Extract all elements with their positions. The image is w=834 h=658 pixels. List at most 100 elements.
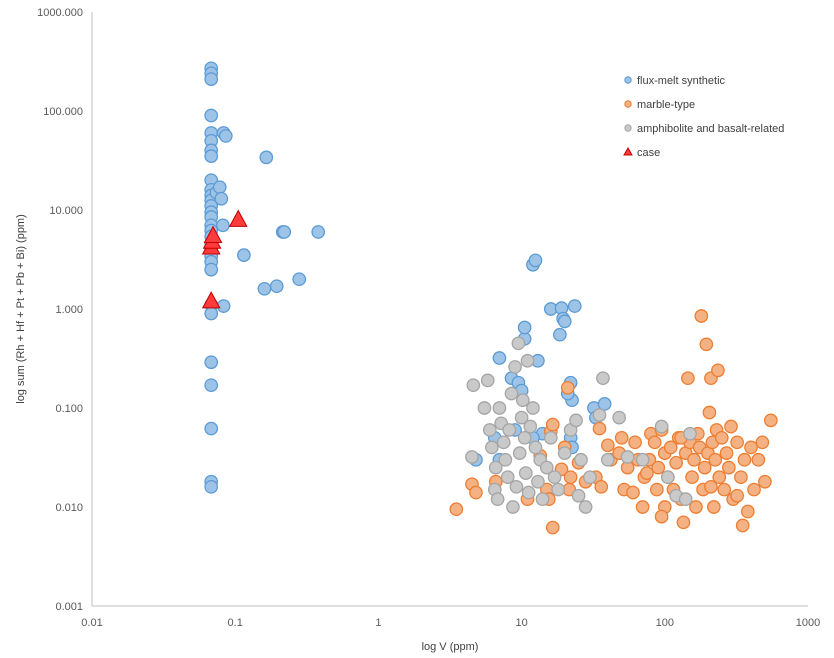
data-point-amphibolite-and-basalt-related	[660, 470, 675, 485]
data-point-amphibolite-and-basalt-related	[620, 450, 635, 464]
data-point-flux-melt-synthetic	[204, 378, 219, 393]
data-point-marble-type	[640, 466, 654, 480]
data-point-amphibolite-and-basalt-related	[543, 430, 558, 445]
data-point-amphibolite-and-basalt-related	[557, 446, 572, 460]
data-point-marble-type	[763, 413, 778, 428]
data-point-amphibolite-and-basalt-related	[517, 430, 532, 445]
data-point-amphibolite-and-basalt-related	[515, 393, 530, 408]
data-point-amphibolite-and-basalt-related	[485, 440, 499, 455]
data-point-marble-type	[449, 502, 464, 517]
x-tick-label: 1000	[796, 617, 820, 629]
legend-label-marble-type: marble-type	[637, 99, 695, 111]
data-point-amphibolite-and-basalt-related	[551, 482, 566, 497]
data-point-amphibolite-and-basalt-related	[547, 470, 562, 485]
series-amphibolite-and-basalt-related	[465, 336, 697, 514]
data-point-flux-melt-synthetic	[204, 72, 219, 86]
data-point-marble-type	[560, 380, 575, 395]
data-series	[201, 61, 778, 535]
data-point-amphibolite-and-basalt-related	[465, 450, 479, 464]
data-point-amphibolite-and-basalt-related	[600, 452, 615, 467]
data-point-flux-melt-synthetic	[257, 281, 272, 296]
data-point-flux-melt-synthetic	[214, 191, 229, 206]
data-point-amphibolite-and-basalt-related	[531, 474, 545, 489]
data-point-marble-type	[545, 417, 560, 432]
data-point-marble-type	[758, 474, 772, 489]
data-point-marble-type	[649, 482, 664, 497]
data-point-marble-type	[730, 435, 744, 450]
data-point-flux-melt-synthetic	[292, 272, 307, 287]
data-point-amphibolite-and-basalt-related	[490, 492, 505, 507]
data-point-amphibolite-and-basalt-related	[488, 460, 503, 475]
data-point-amphibolite-and-basalt-related	[496, 435, 511, 450]
data-point-flux-melt-synthetic	[212, 180, 227, 195]
data-point-marble-type	[694, 309, 709, 323]
data-point-marble-type	[699, 337, 714, 352]
data-point-amphibolite-and-basalt-related	[514, 410, 529, 425]
data-point-marble-type	[592, 421, 607, 436]
data-point-marble-type	[724, 419, 738, 434]
data-point-marble-type	[681, 371, 695, 386]
legend-label-amphibolite-and-basalt-related: amphibolite and basalt-related	[637, 123, 784, 135]
data-point-flux-melt-synthetic	[204, 262, 219, 277]
data-point-flux-melt-synthetic	[216, 218, 230, 233]
data-point-marble-type	[469, 485, 483, 500]
data-point-flux-melt-synthetic	[269, 279, 284, 294]
data-point-amphibolite-and-basalt-related	[571, 488, 586, 503]
y-tick-label: 1000.000	[37, 7, 83, 19]
data-point-marble-type	[740, 504, 755, 519]
data-point-marble-type	[704, 479, 718, 494]
data-point-marble-type	[545, 520, 560, 535]
data-point-flux-melt-synthetic	[259, 150, 274, 165]
data-point-amphibolite-and-basalt-related	[520, 353, 535, 368]
x-tick-label: 0.1	[228, 617, 243, 629]
x-axis-title: log V (ppm)	[422, 641, 479, 653]
data-point-marble-type	[697, 460, 712, 475]
data-point-marble-type	[755, 435, 770, 450]
data-point-marble-type	[654, 509, 669, 524]
data-point-flux-melt-synthetic	[204, 149, 219, 163]
data-point-marble-type	[711, 363, 725, 378]
data-point-amphibolite-and-basalt-related	[583, 470, 597, 485]
y-tick-label: 100.000	[43, 106, 83, 118]
data-point-amphibolite-and-basalt-related	[678, 492, 693, 507]
data-point-amphibolite-and-basalt-related	[569, 413, 583, 428]
data-point-flux-melt-synthetic	[237, 248, 251, 262]
data-point-amphibolite-and-basalt-related	[502, 423, 517, 437]
data-point-marble-type	[708, 452, 723, 467]
y-tick-labels: 0.001 0.010 0.100 1.000 10.000 100.000 1000.00…	[37, 7, 83, 613]
data-point-flux-melt-synthetic	[492, 351, 507, 365]
data-point-marble-type	[712, 470, 727, 485]
data-point-marble-type	[628, 435, 642, 450]
data-point-amphibolite-and-basalt-related	[528, 440, 543, 455]
data-point-amphibolite-and-basalt-related	[526, 401, 540, 415]
y-tick-label: 1.000	[55, 304, 83, 316]
data-point-amphibolite-and-basalt-related	[592, 408, 607, 422]
legend-label-flux-melt-synthetic: flux-melt synthetic	[637, 75, 726, 87]
data-point-marble-type	[744, 440, 758, 455]
data-point-amphibolite-and-basalt-related	[574, 452, 588, 467]
data-point-marble-type	[626, 485, 640, 500]
data-point-marble-type	[687, 452, 701, 467]
data-point-flux-melt-synthetic	[528, 253, 543, 268]
data-point-marble-type	[663, 440, 678, 455]
data-point-amphibolite-and-basalt-related	[512, 446, 527, 460]
legend-label-case: case	[637, 147, 660, 159]
x-tick-label: 10	[515, 617, 527, 629]
data-point-case	[201, 291, 221, 309]
data-point-amphibolite-and-basalt-related	[683, 426, 697, 441]
data-point-marble-type	[685, 470, 699, 485]
data-point-amphibolite-and-basalt-related	[504, 386, 519, 401]
data-point-amphibolite-and-basalt-related	[635, 452, 650, 467]
data-point-marble-type	[689, 500, 703, 514]
data-point-flux-melt-synthetic	[567, 299, 582, 313]
data-point-flux-melt-synthetic	[204, 108, 219, 123]
data-point-marble-type	[600, 438, 615, 453]
data-point-marble-type	[737, 452, 752, 467]
data-point-marble-type	[669, 455, 683, 470]
data-point-amphibolite-and-basalt-related	[509, 479, 524, 494]
legend-marker-flux-melt-synthetic	[624, 76, 632, 84]
legend: flux-melt synthetic marble-type amphibolit…	[623, 75, 784, 159]
legend-marker-amphibolite-and-basalt-related	[624, 124, 632, 132]
x-tick-label: 0.01	[81, 617, 102, 629]
